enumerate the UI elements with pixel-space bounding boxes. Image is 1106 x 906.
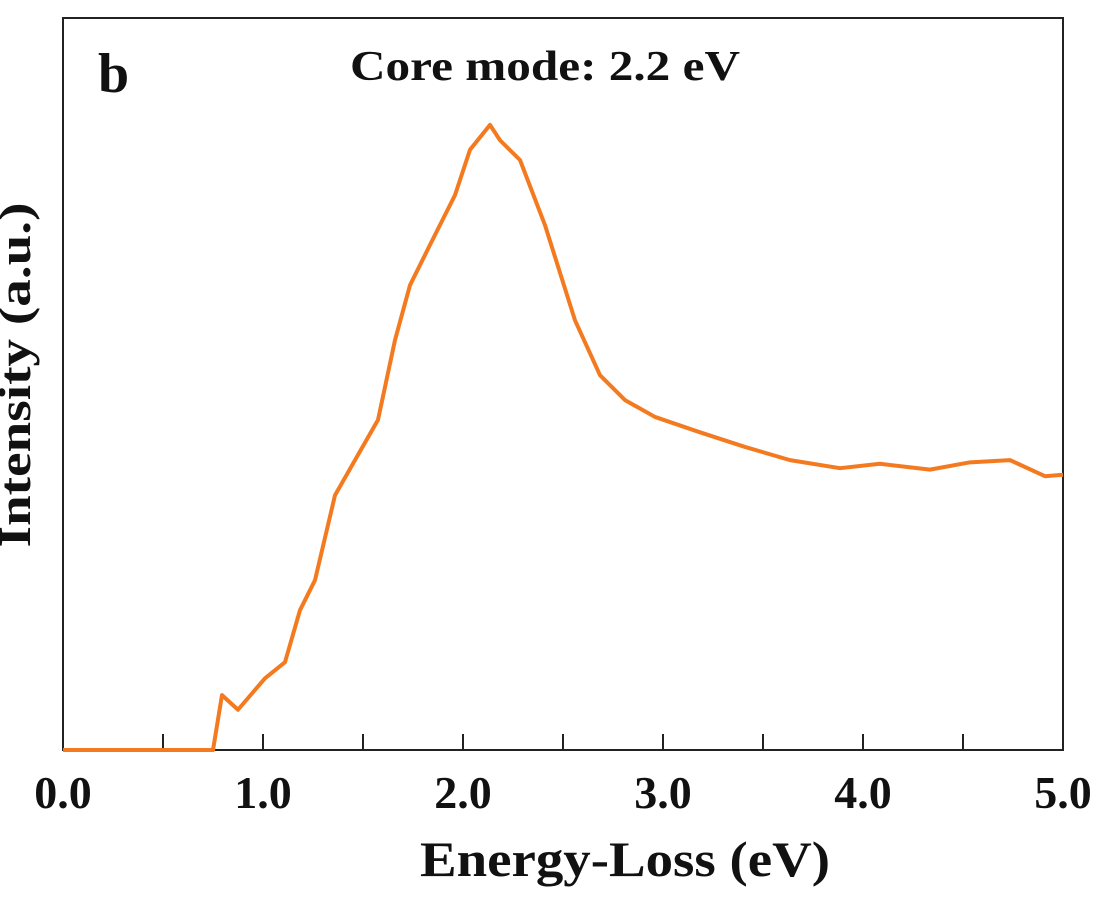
- x-tick-label: 3.0: [634, 767, 692, 818]
- data-line: [63, 122, 1064, 752]
- x-tick-label: 2.0: [434, 767, 492, 818]
- x-tick-label: 0.0: [34, 767, 92, 818]
- x-tick-label: 4.0: [834, 767, 892, 818]
- panel-label: b: [98, 43, 129, 105]
- chart-title: Core mode: 2.2 eV: [350, 44, 740, 90]
- y-axis-label: Intensity (a.u.): [0, 202, 40, 547]
- x-tick-label: 1.0: [234, 767, 292, 818]
- x-axis-label: Energy-Loss (eV): [420, 831, 830, 887]
- x-tick-label: 5.0: [1034, 767, 1092, 818]
- plot-frame: [62, 17, 1064, 751]
